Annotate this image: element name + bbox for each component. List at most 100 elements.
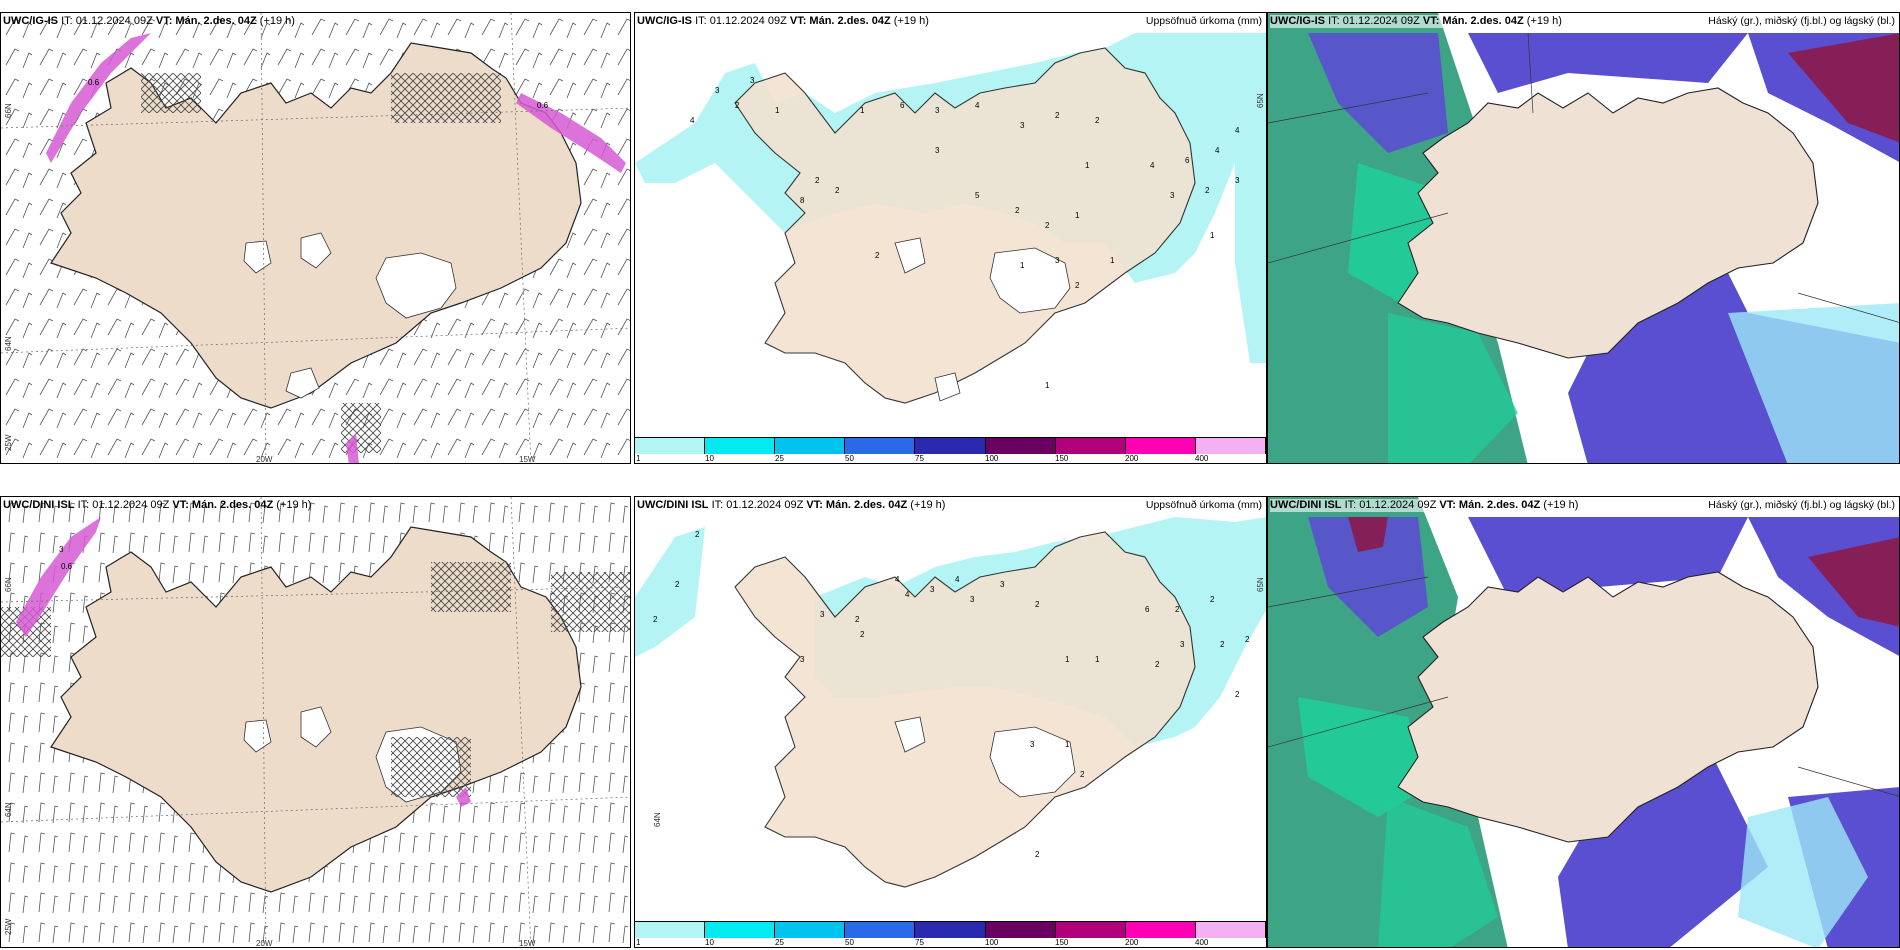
snow-band-nw xyxy=(46,33,151,163)
svg-text:6: 6 xyxy=(1145,605,1150,614)
map-precip-igis: 4 3 2 3 1 2 1 6 3 4 3 2 2 3 1 5 2 2 1 4 … xyxy=(635,33,1266,404)
svg-text:1: 1 xyxy=(1075,211,1080,220)
svg-text:2: 2 xyxy=(695,530,700,539)
svg-text:1: 1 xyxy=(1065,655,1070,664)
precip-values: 4 3 2 3 1 2 1 6 3 4 3 2 2 3 1 5 2 2 1 4 … xyxy=(690,76,1240,390)
svg-text:2: 2 xyxy=(860,630,865,639)
svg-text:2: 2 xyxy=(855,615,860,624)
svg-text:1: 1 xyxy=(1210,231,1215,240)
map-wind-igis: 0.6 0.6 xyxy=(1,13,630,463)
svg-text:2: 2 xyxy=(1095,116,1100,125)
lat-label: 65N xyxy=(1256,93,1265,108)
svg-text:2: 2 xyxy=(675,580,680,589)
svg-text:2: 2 xyxy=(875,251,880,260)
svg-text:3: 3 xyxy=(59,545,64,554)
svg-text:3: 3 xyxy=(750,76,755,85)
lon-label: 20W xyxy=(256,939,273,948)
svg-text:1: 1 xyxy=(1095,655,1100,664)
panel-title: UWC/IG-IS IT: 01.12.2024 09Z VT: Mán. 2.… xyxy=(637,15,929,27)
panel-clouds-dini: UWC/DINI ISL IT: 01.12.2024 09Z VT: Mán.… xyxy=(1267,496,1900,948)
svg-text:2: 2 xyxy=(1175,605,1180,614)
colorbar-labels: 1 10 25 50 75 100 150 200 400 xyxy=(636,938,1209,947)
svg-text:4: 4 xyxy=(1215,146,1220,155)
svg-text:2: 2 xyxy=(1205,186,1210,195)
svg-text:2: 2 xyxy=(1210,595,1215,604)
svg-text:4: 4 xyxy=(1150,161,1155,170)
iceland-land xyxy=(1397,571,1819,843)
svg-text:3: 3 xyxy=(1235,176,1240,185)
precip-values: 2 2 2 3 2 4 4 3 4 3 3 2 2 6 2 2 3 1 1 2 … xyxy=(653,530,1250,859)
panel-title: UWC/DINI ISL IT: 01.12.2024 09Z VT: Mán.… xyxy=(3,499,312,511)
precip-colorbar: 1 10 25 50 75 100 150 200 400 xyxy=(635,921,1266,947)
svg-text:1: 1 xyxy=(1045,381,1050,390)
svg-text:4: 4 xyxy=(905,590,910,599)
svg-text:0.6: 0.6 xyxy=(88,78,100,87)
map-precip-dini: 2 2 2 3 2 4 4 3 4 3 3 2 2 6 2 2 3 1 1 2 … xyxy=(635,517,1266,888)
svg-text:2: 2 xyxy=(735,101,740,110)
panel-clouds-igis: UWC/IG-IS IT: 01.12.2024 09Z VT: Mán. 2.… xyxy=(1267,12,1900,464)
lat-label: 65N xyxy=(1256,577,1265,592)
iceland-land xyxy=(734,47,1196,404)
svg-text:1: 1 xyxy=(1085,161,1090,170)
svg-text:2: 2 xyxy=(1035,600,1040,609)
snow-band-ne xyxy=(516,93,626,173)
snow-band-nw xyxy=(16,517,101,637)
lat-label: 66N xyxy=(4,577,13,592)
panel-precip-igis: UWC/IG-IS IT: 01.12.2024 09Z VT: Mán. 2.… xyxy=(634,12,1267,464)
svg-text:2: 2 xyxy=(835,186,840,195)
svg-text:2: 2 xyxy=(1080,770,1085,779)
svg-text:4: 4 xyxy=(975,101,980,110)
svg-text:6: 6 xyxy=(1185,156,1190,165)
svg-text:1: 1 xyxy=(1065,740,1070,749)
iceland-land xyxy=(734,531,1196,888)
svg-text:4: 4 xyxy=(955,575,960,584)
lon-label: 15W xyxy=(519,939,536,948)
svg-text:8: 8 xyxy=(800,196,805,205)
svg-text:3: 3 xyxy=(1180,640,1185,649)
svg-text:2: 2 xyxy=(1235,690,1240,699)
svg-text:3: 3 xyxy=(1055,256,1060,265)
svg-text:2: 2 xyxy=(1155,660,1160,669)
lon-label: 15W xyxy=(519,455,536,464)
svg-text:3: 3 xyxy=(935,106,940,115)
svg-text:2: 2 xyxy=(1245,635,1250,644)
panel-right-title: Uppsöfnuð úrkoma (mm) xyxy=(1145,15,1262,27)
svg-text:3: 3 xyxy=(1030,740,1035,749)
svg-text:4: 4 xyxy=(1235,126,1240,135)
svg-text:3: 3 xyxy=(820,610,825,619)
svg-text:3: 3 xyxy=(970,595,975,604)
svg-text:3: 3 xyxy=(1000,580,1005,589)
svg-text:1: 1 xyxy=(1020,261,1025,270)
lat-label: 66N xyxy=(4,103,13,118)
lat-label: 25W xyxy=(4,918,13,935)
colorbar-swatches xyxy=(635,437,1266,454)
panel-right-title: Háský (gr.), miðský (fj.bl.) og lágský (… xyxy=(1708,15,1895,27)
lat-label: 64N xyxy=(4,802,13,817)
map-clouds-igis xyxy=(1268,13,1899,463)
svg-text:3: 3 xyxy=(1170,191,1175,200)
panel-wind-dini: UWC/DINI ISL IT: 01.12.2024 09Z VT: Mán.… xyxy=(0,496,631,948)
svg-text:0.6: 0.6 xyxy=(537,101,549,110)
svg-text:3: 3 xyxy=(800,655,805,664)
svg-text:2: 2 xyxy=(1035,850,1040,859)
panel-title: UWC/DINI ISL IT: 01.12.2024 09Z VT: Mán.… xyxy=(637,499,946,511)
map-wind-dini: 3 0.6 xyxy=(1,497,630,947)
panel-title: UWC/DINI ISL IT: 01.12.2024 09Z VT: Mán.… xyxy=(1270,499,1579,512)
panel-precip-dini: UWC/DINI ISL IT: 01.12.2024 09Z VT: Mán.… xyxy=(634,496,1267,948)
svg-text:4: 4 xyxy=(690,116,695,125)
colorbar-swatches xyxy=(635,921,1266,938)
panel-title: UWC/IG-IS IT: 01.12.2024 09Z VT: Mán. 2.… xyxy=(1270,15,1562,28)
svg-text:2: 2 xyxy=(653,615,658,624)
panel-wind-igis: UWC/IG-IS IT: 01.12.2024 09Z VT: Mán. 2.… xyxy=(0,12,631,464)
svg-text:5: 5 xyxy=(975,191,980,200)
panel-right-title: Uppsöfnuð úrkoma (mm) xyxy=(1145,499,1262,511)
svg-text:6: 6 xyxy=(900,101,905,110)
svg-text:1: 1 xyxy=(1110,256,1115,265)
lon-label: 20W xyxy=(256,455,273,464)
svg-text:4: 4 xyxy=(895,575,900,584)
svg-text:2: 2 xyxy=(815,176,820,185)
map-clouds-dini xyxy=(1268,497,1899,947)
svg-text:2: 2 xyxy=(1075,281,1080,290)
svg-text:1: 1 xyxy=(775,106,780,115)
svg-text:2: 2 xyxy=(1015,206,1020,215)
